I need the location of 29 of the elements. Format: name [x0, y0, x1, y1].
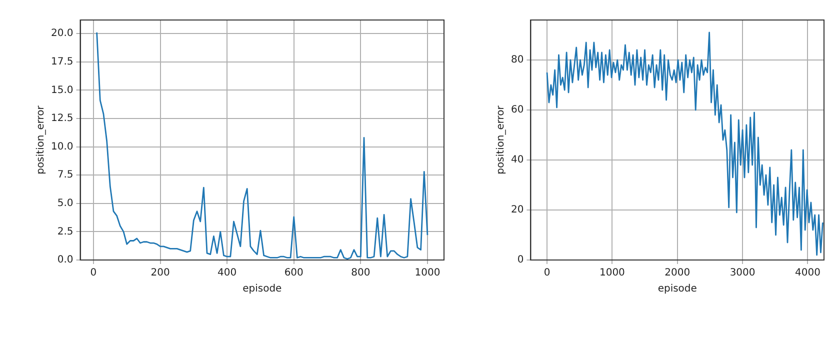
y-tick-label: 40 — [510, 154, 524, 166]
x-tick-label: 1000 — [599, 268, 625, 279]
y-tick-label: 12.5 — [51, 113, 74, 124]
y-tick-label: 7.5 — [57, 170, 74, 181]
x-tick-label: 3000 — [730, 268, 756, 279]
y-tick-label: 15.0 — [51, 84, 74, 96]
y-tick-label: 10.0 — [51, 141, 74, 152]
y-tick-label: 0 — [517, 254, 524, 266]
x-tick-label: 2000 — [664, 268, 690, 279]
y-tick-label: 60 — [510, 104, 524, 116]
x-tick-label: 200 — [150, 268, 170, 279]
x-tick-label: 4000 — [794, 268, 820, 279]
y-tick-label: 2.5 — [57, 226, 74, 238]
y-tick-label: 17.5 — [51, 56, 74, 68]
x-tick-label: 0 — [90, 268, 97, 279]
y-tick-label: 80 — [510, 54, 524, 66]
x-tick-label: 800 — [351, 268, 370, 279]
y-axis-title: position_error — [496, 104, 507, 174]
x-axis-title: episode — [658, 284, 697, 295]
x-tick-label: 600 — [284, 268, 304, 279]
y-axis-title: position_error — [36, 104, 47, 174]
x-tick-label: 1000 — [414, 268, 440, 279]
x-tick-label: 0 — [544, 268, 550, 279]
y-tick-label: 20 — [510, 204, 524, 216]
y-tick-label: 20.0 — [51, 28, 74, 40]
x-axis-title: episode — [242, 284, 282, 295]
x-tick-label: 400 — [218, 268, 237, 279]
y-tick-label: 0.0 — [57, 254, 74, 266]
y-tick-label: 5.0 — [57, 198, 74, 209]
